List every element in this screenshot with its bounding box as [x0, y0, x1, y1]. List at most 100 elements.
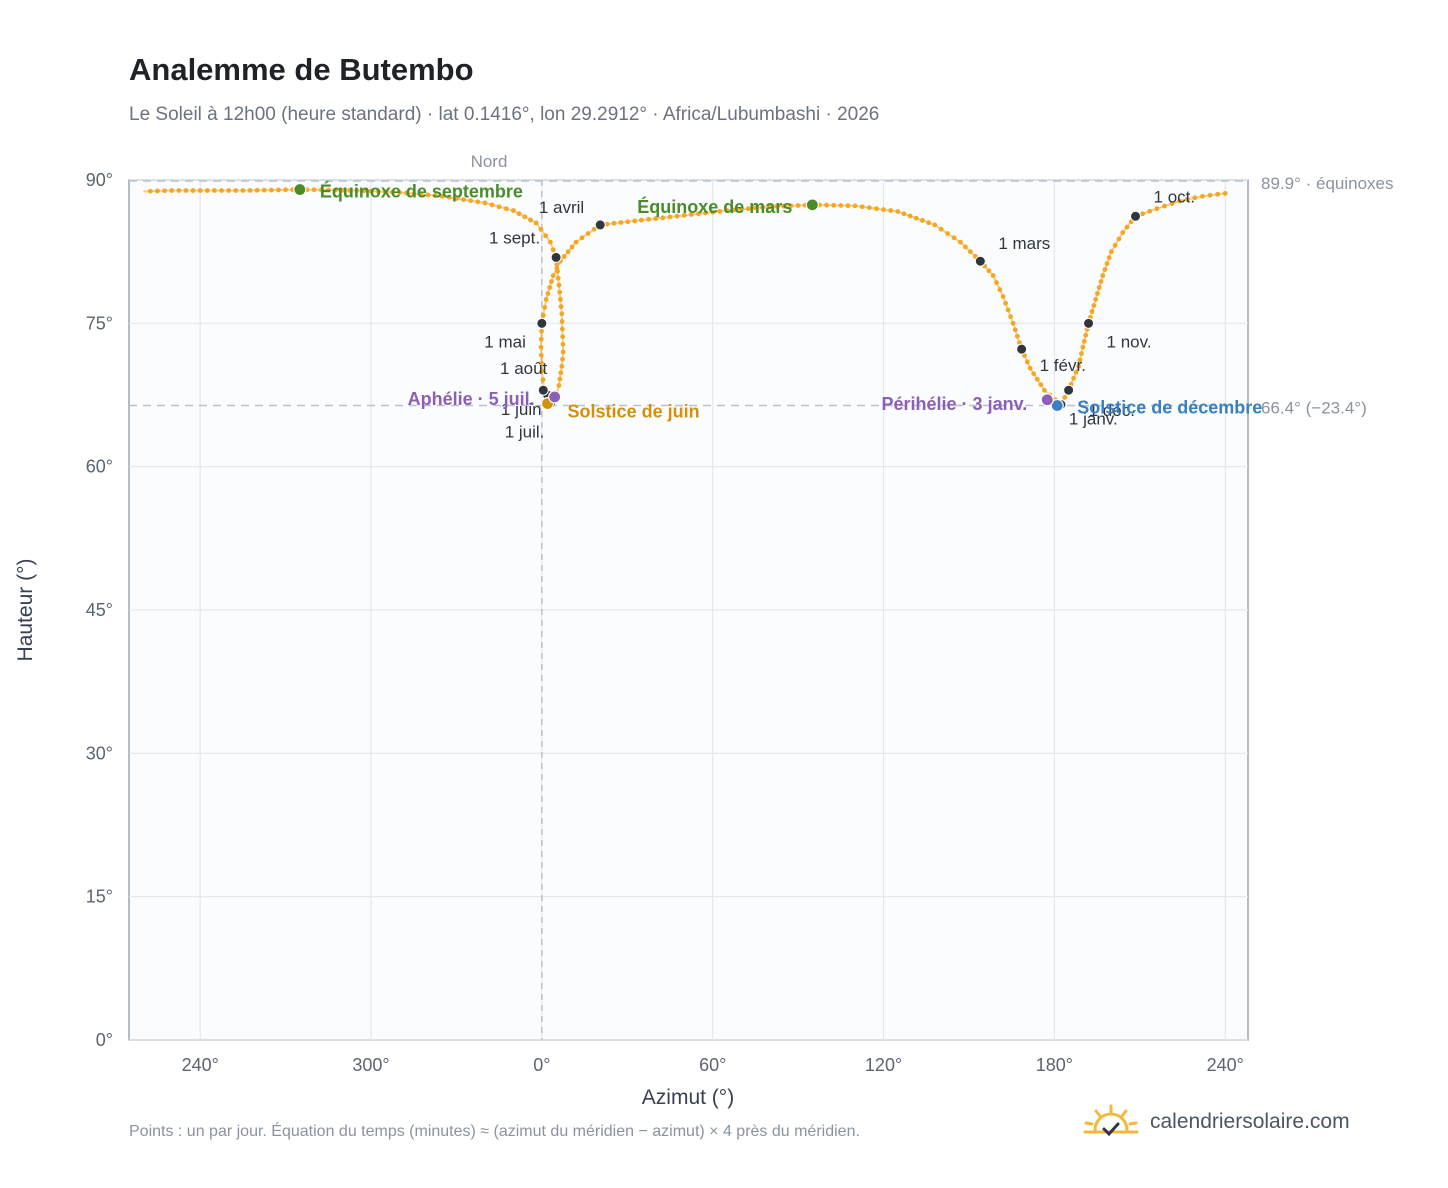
- event-label: Équinoxe de mars: [637, 196, 792, 217]
- daily-point: [340, 187, 345, 193]
- daily-point: [1154, 206, 1160, 212]
- daily-point: [557, 376, 563, 382]
- daily-point: [963, 244, 968, 250]
- daily-point: [1108, 249, 1114, 255]
- daily-point: [1095, 291, 1100, 296]
- daily-point: [852, 203, 858, 209]
- daily-point: [767, 204, 773, 210]
- daily-point: [540, 377, 546, 383]
- daily-point: [560, 349, 566, 355]
- north-label: Nord: [471, 152, 508, 171]
- daily-point: [538, 336, 544, 342]
- month-markers: 1 janv. 1 févr. 1 mars 1 avril 1 mai 1 juin 1 …: [484, 187, 1195, 441]
- daily-point: [311, 187, 317, 193]
- daily-point: [1077, 357, 1083, 363]
- daily-point: [283, 187, 289, 193]
- daily-point: [1073, 369, 1079, 375]
- daily-point: [1102, 267, 1108, 272]
- daily-point: [1116, 236, 1122, 242]
- daily-point: [1215, 191, 1221, 197]
- daily-point: [233, 188, 239, 193]
- daily-point: [547, 285, 553, 290]
- daily-point: [1076, 363, 1081, 369]
- daily-point: [247, 187, 253, 193]
- daily-point: [318, 187, 324, 193]
- daily-point: [1083, 332, 1089, 338]
- daily-point: [382, 189, 388, 195]
- month-marker: [974, 255, 986, 267]
- month-marker-label: 1 mars: [998, 234, 1050, 253]
- daily-point: [881, 207, 886, 213]
- event-marker: [1050, 398, 1064, 413]
- daily-point: [724, 208, 730, 213]
- month-marker: [1083, 317, 1095, 329]
- event-marker: [805, 198, 819, 212]
- daily-point: [543, 297, 549, 302]
- daily-point: [559, 319, 565, 324]
- daily-point: [219, 188, 224, 193]
- daily-point: [888, 208, 894, 213]
- daily-point: [1014, 333, 1020, 339]
- daily-point: [558, 370, 564, 376]
- daily-point: [1091, 303, 1097, 308]
- month-marker-label: 1 avril: [539, 198, 584, 217]
- daily-point: [1100, 273, 1106, 278]
- daily-point: [347, 187, 353, 193]
- daily-point: [555, 275, 561, 281]
- daily-point: [446, 194, 452, 200]
- month-marker-label: 1 janv.: [1069, 410, 1118, 429]
- daily-point: [920, 218, 925, 223]
- daily-point: [261, 187, 267, 193]
- daily-point: [781, 203, 787, 209]
- daily-point: [554, 261, 560, 267]
- daily-point: [681, 212, 687, 218]
- brand[interactable]: calendriersolaire.com: [1082, 1104, 1350, 1140]
- daily-point: [738, 206, 744, 212]
- daily-point: [1098, 279, 1104, 284]
- daily-point: [831, 202, 837, 208]
- daily-point: [1005, 307, 1011, 313]
- daily-point: [549, 279, 554, 284]
- month-marker: [594, 219, 606, 231]
- daily-point: [1207, 192, 1213, 198]
- daily-point: [190, 188, 196, 193]
- daily-point: [1177, 198, 1183, 204]
- daily-point: [788, 203, 794, 209]
- daily-point: [542, 305, 548, 310]
- daily-point: [1042, 387, 1047, 393]
- brand-name: calendriersolaire.com: [1150, 1110, 1350, 1133]
- daily-point: [938, 226, 944, 232]
- daily-point: [1000, 294, 1006, 299]
- x-tick-label: 300°: [352, 1055, 389, 1075]
- daily-point: [667, 214, 673, 220]
- daily-point: [561, 254, 567, 259]
- daily-point: [559, 326, 565, 332]
- daily-point: [688, 212, 694, 217]
- month-marker: [1016, 343, 1028, 355]
- daily-point: [162, 188, 167, 194]
- daily-point: [660, 215, 666, 221]
- daily-point: [176, 188, 182, 193]
- daily-point: [579, 235, 585, 241]
- daily-point: [361, 188, 367, 194]
- daily-point: [254, 187, 260, 193]
- daily-point: [1031, 371, 1037, 377]
- daily-point: [557, 289, 563, 295]
- event-label: Périhélie · 3 janv.: [882, 394, 1028, 414]
- daily-point: [945, 231, 951, 236]
- daily-point: [1124, 224, 1130, 230]
- daily-point: [774, 204, 780, 209]
- daily-point: [528, 217, 533, 223]
- daily-point: [560, 341, 566, 347]
- daily-point: [550, 273, 556, 278]
- daily-point: [913, 215, 919, 221]
- daily-point: [454, 196, 459, 201]
- daily-point: [1222, 190, 1228, 196]
- daily-point: [1038, 382, 1044, 388]
- daily-point: [545, 291, 551, 296]
- x-tick-label: 60°: [699, 1055, 726, 1075]
- daily-point: [895, 209, 901, 214]
- daily-point: [538, 226, 544, 232]
- reference-line-label: 66.4° (−23.4°): [1261, 399, 1367, 418]
- event-label: Solstice de décembre: [1077, 398, 1262, 418]
